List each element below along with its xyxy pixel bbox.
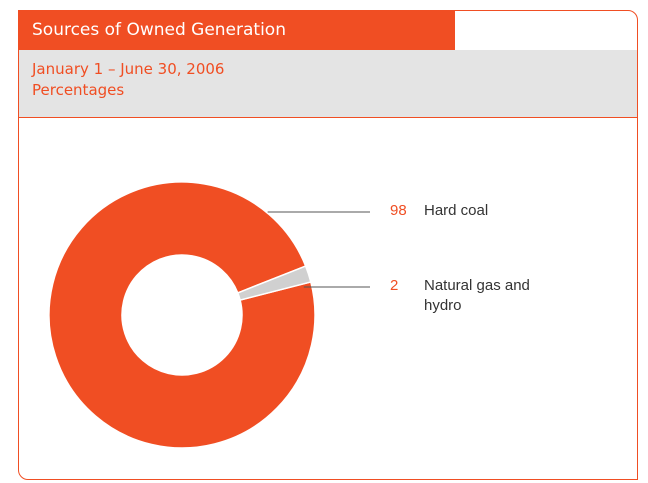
chart-title: Sources of Owned Generation bbox=[18, 10, 455, 50]
pie-slice bbox=[236, 265, 312, 301]
pie-slice bbox=[48, 181, 316, 449]
unit-label: Percentages bbox=[32, 81, 125, 99]
category-label: Hard coal bbox=[424, 202, 489, 219]
value-label: 2 bbox=[390, 277, 399, 294]
category-label: Natural gas and hydro bbox=[424, 277, 530, 314]
value-label: 98 bbox=[390, 202, 407, 219]
subtitle-band: January 1 – June 30, 2006 Percentages bbox=[19, 50, 637, 118]
subtitle: January 1 – June 30, 2006 bbox=[32, 60, 225, 78]
